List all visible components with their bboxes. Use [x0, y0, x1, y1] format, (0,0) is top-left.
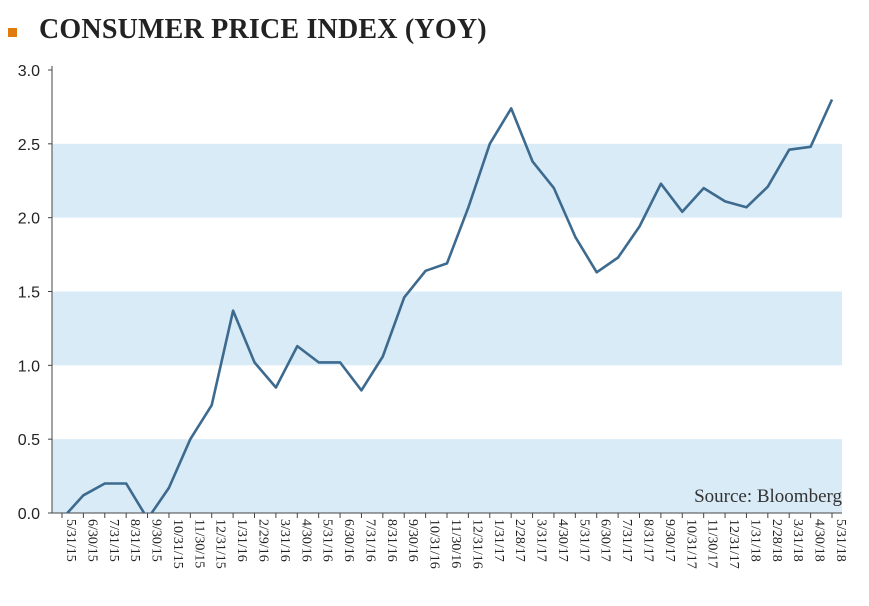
x-tick-label: 5/31/16: [320, 519, 335, 562]
chart-title: CONSUMER PRICE INDEX (YOY): [39, 14, 487, 45]
x-tick-label: 10/31/15: [170, 519, 185, 569]
x-tick-label: 1/31/16: [234, 519, 249, 562]
x-tick-label: 2/29/16: [256, 519, 271, 562]
x-tick-label: 4/30/16: [298, 519, 313, 562]
x-tick-label: 11/30/17: [705, 519, 720, 568]
grid-band: [52, 143, 842, 218]
bullet-icon: [8, 27, 17, 37]
x-tick-label: 6/30/16: [341, 519, 356, 562]
x-tick-label: 12/31/17: [726, 519, 741, 569]
x-tick-label: 10/31/17: [683, 519, 698, 569]
x-tick-label: 4/30/18: [812, 519, 827, 562]
x-tick-label: 3/31/17: [534, 519, 549, 562]
cpi-series-line: [65, 98, 834, 513]
x-tick-label: 7/31/17: [619, 519, 634, 562]
x-tick-label: 12/31/16: [469, 519, 484, 569]
y-tick-label: 1.0: [18, 358, 40, 375]
x-tick-label: 8/31/15: [127, 519, 142, 562]
x-tick-label: 6/30/17: [598, 519, 613, 562]
x-tick-label: 11/30/16: [448, 519, 463, 568]
y-tick-label: 3.0: [18, 63, 40, 80]
x-tick-label: 2/28/18: [769, 519, 784, 562]
x-tick-label: 7/31/15: [106, 519, 121, 562]
y-tick-label: 0.0: [18, 506, 40, 523]
x-tick-label: 5/31/17: [576, 519, 591, 562]
x-tick-label: 6/30/15: [84, 519, 99, 562]
title-row: CONSUMER PRICE INDEX (YOY): [8, 12, 487, 48]
x-tick-label: 9/30/15: [149, 519, 164, 562]
x-tick-label: 3/31/16: [277, 519, 292, 562]
y-tick-label: 0.5: [18, 432, 40, 449]
y-tick-label: 2.5: [18, 137, 40, 154]
x-tick-label: 2/28/17: [512, 519, 527, 562]
x-tick-label: 1/31/18: [747, 519, 762, 562]
x-tick-label: 8/31/16: [384, 519, 399, 562]
x-tick-label: 10/31/16: [427, 519, 442, 569]
x-tick-label: 5/31/18: [833, 519, 848, 562]
x-tick-label: 7/31/16: [362, 519, 377, 562]
grid-band: [52, 291, 842, 366]
x-tick-label: 11/30/15: [191, 519, 206, 568]
x-tick-label: 9/30/17: [662, 519, 677, 562]
y-tick-label: 2.0: [18, 211, 40, 228]
x-tick-label: 9/30/16: [405, 519, 420, 562]
x-tick-label: 8/31/17: [641, 519, 656, 562]
x-tick-label: 1/31/17: [491, 519, 506, 562]
x-tick-label: 3/31/18: [790, 519, 805, 562]
y-tick-label: 1.5: [18, 285, 40, 302]
x-tick-label: 4/30/17: [555, 519, 570, 562]
source-label: Source: Bloomberg: [694, 486, 842, 507]
x-tick-label: 5/31/15: [63, 519, 78, 562]
x-tick-label: 12/31/15: [213, 519, 228, 569]
